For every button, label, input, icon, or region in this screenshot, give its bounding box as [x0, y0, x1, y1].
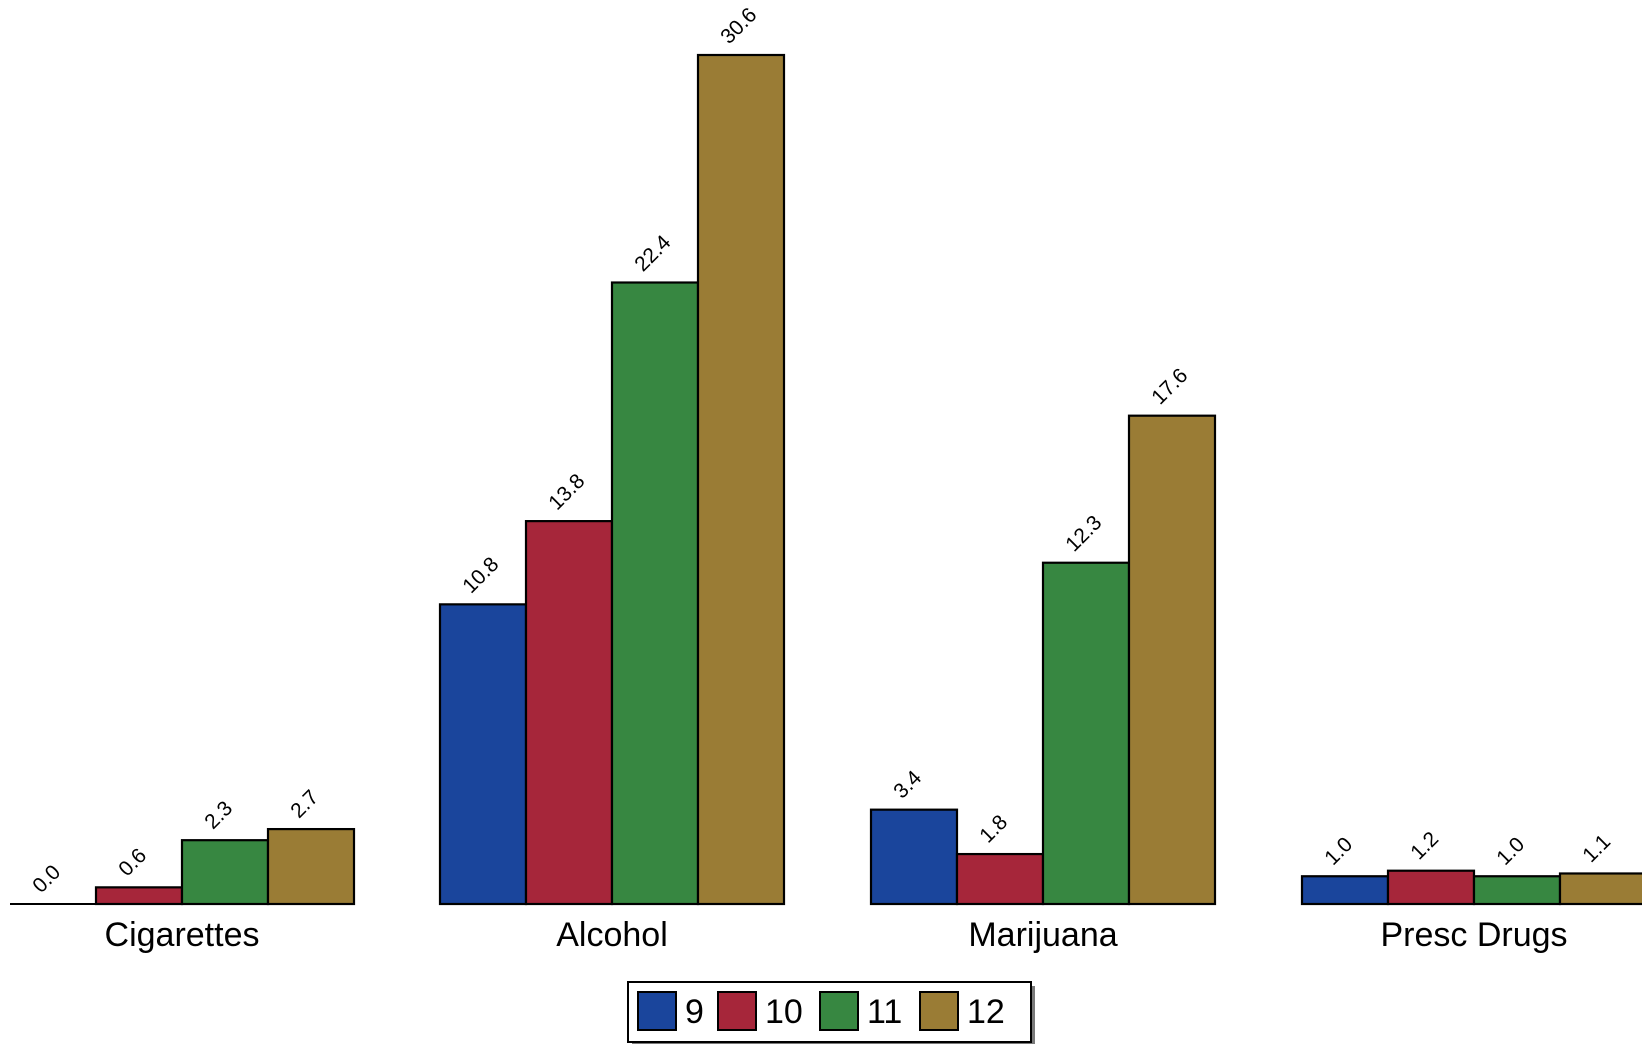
data-label: 13.8 [544, 469, 589, 514]
data-label: 3.4 [889, 766, 926, 803]
legend: 9 10 11 12 [627, 981, 1035, 1046]
data-label: 2.7 [286, 786, 323, 823]
data-label: 17.6 [1147, 364, 1192, 409]
category-label: Alcohol [556, 916, 668, 954]
bar-alcohol-12 [696, 53, 786, 906]
category-label: Cigarettes [105, 916, 260, 954]
bar-marijuana-12 [1127, 414, 1217, 906]
bar-presc-drugs-9 [1300, 875, 1390, 906]
legend-label-10: 10 [765, 993, 803, 1031]
data-label: 1.0 [1320, 833, 1357, 870]
data-label: 1.1 [1578, 830, 1615, 867]
bar-marijuana-10 [955, 852, 1045, 906]
bars-layer [10, 53, 1642, 906]
bar-cigarettes-11 [180, 839, 270, 906]
data-label: 1.0 [1492, 833, 1529, 870]
legend-label-9: 9 [685, 993, 704, 1031]
bar-marijuana-9 [869, 808, 959, 906]
legend-swatch-11 [819, 991, 859, 1031]
bar-presc-drugs-10 [1386, 869, 1476, 906]
bar-presc-drugs-12 [1558, 872, 1642, 906]
category-label: Marijuana [968, 916, 1117, 954]
legend-swatch-9 [637, 991, 677, 1031]
bar-alcohol-10 [524, 520, 614, 906]
bar-marijuana-11 [1041, 561, 1131, 906]
bar-cigarettes-12 [266, 827, 356, 906]
category-labels-layer: Cigarettes Alcohol Marijuana Presc Drugs [105, 916, 1568, 954]
data-label: 10.8 [458, 553, 503, 598]
data-label: 22.4 [630, 231, 675, 276]
bar-presc-drugs-11 [1472, 875, 1562, 906]
bar-alcohol-9 [438, 603, 528, 906]
bar-cigarettes-10 [94, 886, 184, 906]
data-label: 1.2 [1406, 827, 1443, 864]
data-label: 30.6 [716, 3, 761, 48]
bar-alcohol-11 [610, 281, 700, 906]
legend-swatch-12 [919, 991, 959, 1031]
category-label: Presc Drugs [1380, 916, 1567, 954]
legend-label-11: 11 [867, 993, 902, 1031]
data-label: 0.6 [114, 844, 151, 881]
legend-label-12: 12 [967, 993, 1005, 1031]
legend-swatch-10 [717, 991, 757, 1031]
data-labels-layer: 0.0 0.6 2.3 2.7 10.8 13.8 22.4 30.6 3.4 1.8 12.3 17… [28, 3, 1615, 897]
data-label: 1.8 [975, 811, 1012, 848]
data-label: 0.0 [28, 861, 65, 898]
data-label: 2.3 [200, 797, 237, 834]
data-label: 12.3 [1061, 511, 1106, 556]
